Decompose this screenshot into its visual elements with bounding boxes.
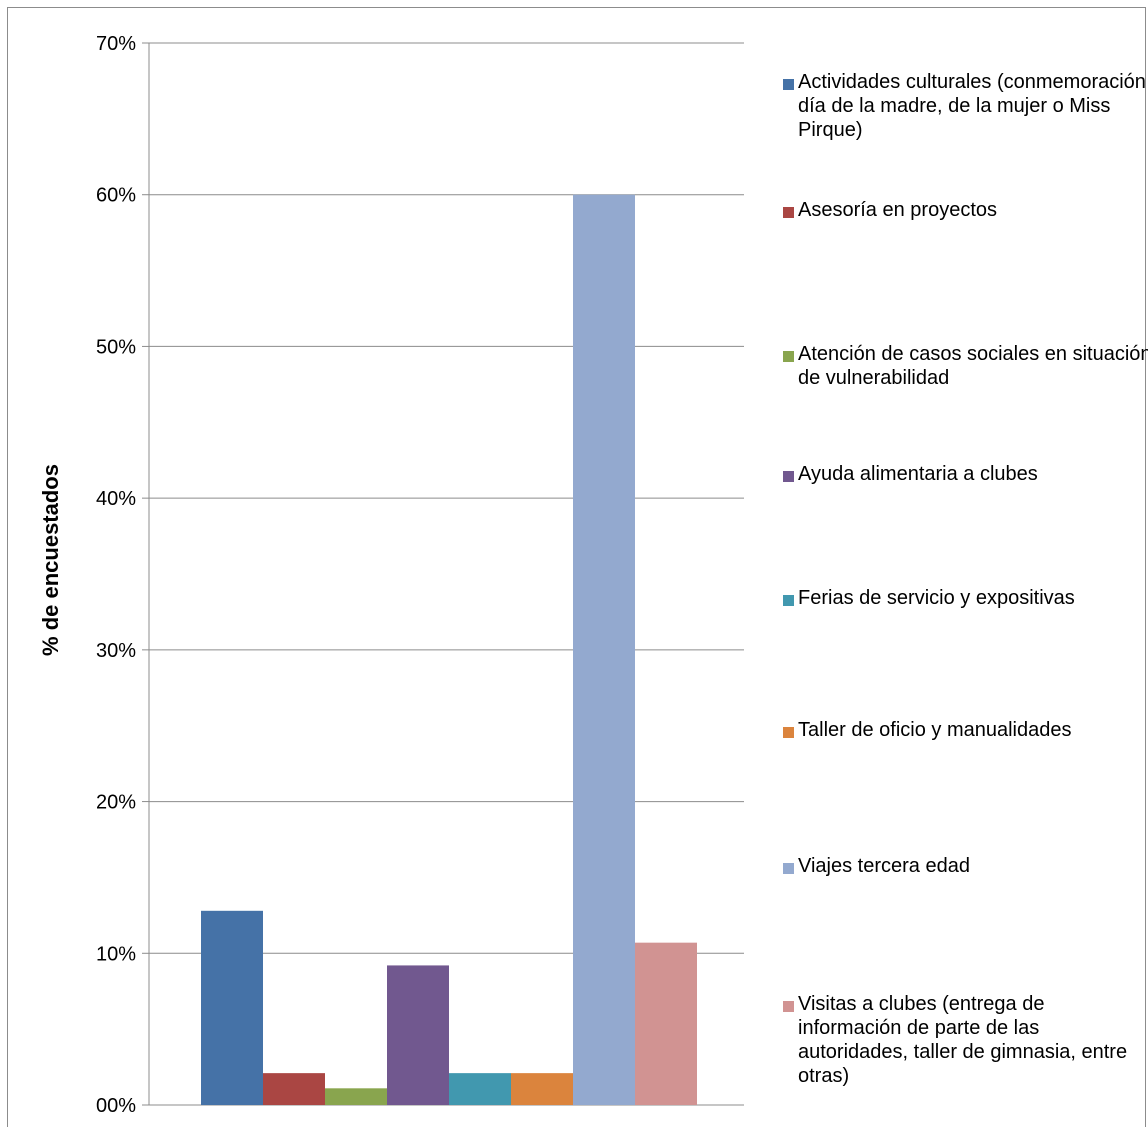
legend-swatch [783, 727, 794, 738]
legend-swatch [783, 595, 794, 606]
bar [387, 965, 449, 1105]
y-tick-label: 70% [96, 33, 136, 55]
legend-item: Asesoría en proyectos [783, 198, 1148, 222]
y-tick-label: 00% [96, 1095, 136, 1117]
y-axis-label: % de encuestados [38, 464, 63, 656]
legend-swatch [783, 351, 794, 362]
y-tick-label: 50% [96, 336, 136, 358]
legend-label: Taller de oficio y manualidades [798, 719, 1072, 741]
legend-item: Actividades culturales (conmemoración dí… [783, 70, 1148, 142]
bar [635, 942, 697, 1105]
legend-swatch [783, 863, 794, 874]
legend-item: Viajes tercera edad [783, 854, 1148, 878]
legend-label: Actividades culturales (conmemoración dí… [798, 71, 1146, 141]
legend-swatch [783, 207, 794, 218]
legend-item: Visitas a clubes (entrega de información… [783, 992, 1148, 1088]
legend-label: Visitas a clubes (entrega de información… [798, 993, 1128, 1087]
legend-swatch [783, 471, 794, 482]
legend-swatch [783, 79, 794, 90]
bar-chart: 00% 10% 20% 30% 40% 50% 60% 70% % de encuestado… [38, 33, 744, 1117]
legend-item: Atención de casos sociales en situación … [783, 342, 1148, 390]
y-tick-label: 20% [96, 792, 136, 814]
legend-label: Asesoría en proyectos [798, 199, 997, 221]
chart-legend: Actividades culturales (conmemoración dí… [783, 70, 1148, 1110]
y-tick-label: 60% [96, 185, 136, 207]
y-tick-label: 40% [96, 488, 136, 510]
chart-frame: 00% 10% 20% 30% 40% 50% 60% 70% % de encuestado… [7, 7, 1148, 1127]
legend-item: Taller de oficio y manualidades [783, 718, 1148, 742]
y-axis-ticks: 00% 10% 20% 30% 40% 50% 60% 70% [96, 33, 149, 1117]
legend-item: Ayuda alimentaria a clubes [783, 462, 1148, 486]
bar [511, 1073, 573, 1105]
y-tick-label: 10% [96, 943, 136, 965]
y-tick-label: 30% [96, 640, 136, 662]
legend-swatch [783, 1001, 794, 1012]
bar [201, 910, 263, 1105]
legend-item: Ferias de servicio y expositivas [783, 586, 1148, 610]
bars [201, 194, 697, 1105]
legend-label: Ayuda alimentaria a clubes [798, 463, 1038, 485]
bar [263, 1073, 325, 1105]
bar [325, 1088, 387, 1105]
legend-label: Ferias de servicio y expositivas [798, 587, 1075, 609]
bar [449, 1073, 511, 1105]
legend-label: Atención de casos sociales en situación … [798, 343, 1148, 389]
bar [573, 194, 635, 1105]
legend-label: Viajes tercera edad [798, 855, 970, 877]
